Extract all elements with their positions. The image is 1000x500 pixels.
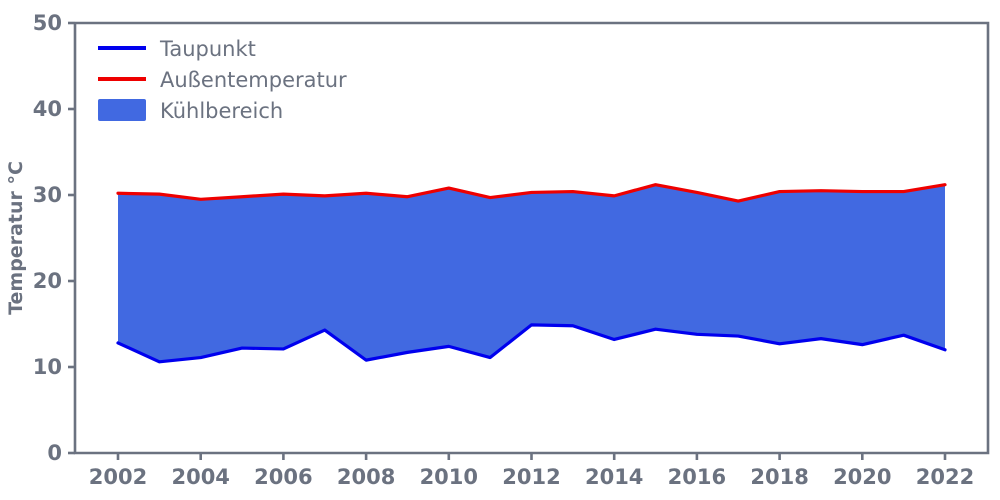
- cooling-range-band: [118, 184, 945, 362]
- y-tick-label: 50: [33, 11, 62, 35]
- y-tick-label: 30: [33, 183, 62, 207]
- x-tick-label: 2018: [750, 465, 808, 489]
- legend-item-taupunkt[interactable]: Taupunkt: [98, 37, 256, 61]
- series-line-au-entemperatur: [116, 183, 947, 203]
- legend-patch-swatch: [98, 99, 146, 121]
- x-tick-label: 2002: [89, 465, 147, 489]
- axis-ticks: [68, 21, 947, 460]
- y-axis-title: Temperatur °C: [5, 161, 27, 315]
- x-tick-label: 2010: [420, 465, 478, 489]
- y-tick-label: 0: [47, 441, 62, 465]
- axis-spines: [73, 21, 990, 455]
- y-axis-title-text: Temperatur °C: [5, 161, 27, 315]
- x-tick-label: 2006: [254, 465, 312, 489]
- legend-label: Taupunkt: [159, 37, 256, 61]
- legend-label: Kühlbereich: [160, 99, 283, 123]
- x-tick-label: 2022: [916, 465, 974, 489]
- y-tick-label: 20: [33, 269, 62, 293]
- plot-frame: [73, 21, 990, 455]
- x-tick-label: 2016: [668, 465, 726, 489]
- x-tick-label: 2014: [585, 465, 643, 489]
- series-lines: [116, 183, 947, 364]
- chart-legend: Taupunkt Außentemperatur Kühlbereich: [98, 37, 347, 123]
- legend-item-k-hlbereich[interactable]: Kühlbereich: [98, 99, 283, 123]
- y-tick-label: 10: [33, 355, 62, 379]
- legend-item-au-entemperatur[interactable]: Außentemperatur: [98, 68, 347, 92]
- series-line-taupunkt: [116, 323, 947, 364]
- kuehlbereich-area: [118, 184, 945, 362]
- x-tick-label: 2008: [337, 465, 395, 489]
- legend-label: Außentemperatur: [160, 68, 347, 92]
- x-tick-label: 2012: [502, 465, 560, 489]
- x-tick-label: 2020: [833, 465, 891, 489]
- x-tick-label: 2004: [171, 465, 229, 489]
- axis-tick-labels: 0 10 20 30 40 50 2002 2004 2006 2008 2010 2012 2014 2…: [33, 11, 974, 489]
- y-tick-label: 40: [33, 97, 62, 121]
